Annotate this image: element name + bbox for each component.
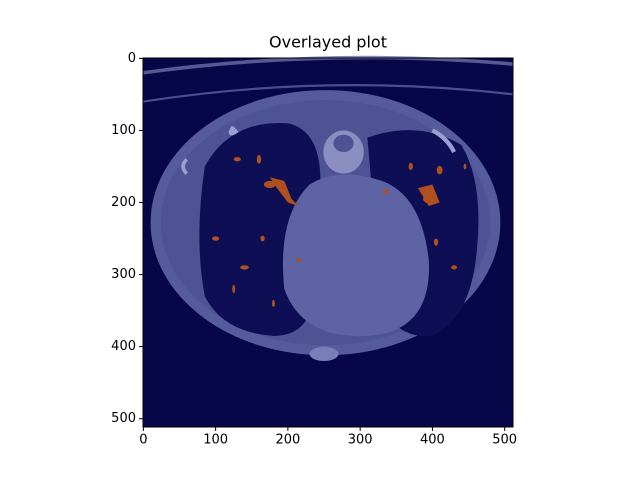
x-tick-label: 100: [203, 433, 228, 448]
x-tick-label: 200: [275, 433, 300, 448]
x-tick-label: 300: [348, 433, 373, 448]
axes-frame: [142, 57, 514, 428]
ct-image: [143, 55, 514, 428]
y-tick-label: 100: [111, 123, 136, 138]
chart-title: Overlayed plot: [269, 33, 387, 52]
x-tick-label: 500: [492, 433, 517, 448]
x-tick-label: 400: [420, 433, 445, 448]
y-tick-label: 300: [111, 267, 136, 282]
y-tick-label: 0: [128, 51, 136, 66]
x-tick-label: 0: [139, 433, 147, 448]
y-tick-label: 200: [111, 195, 136, 210]
y-tick-label: 500: [111, 411, 136, 426]
y-tick-label: 400: [111, 339, 136, 354]
